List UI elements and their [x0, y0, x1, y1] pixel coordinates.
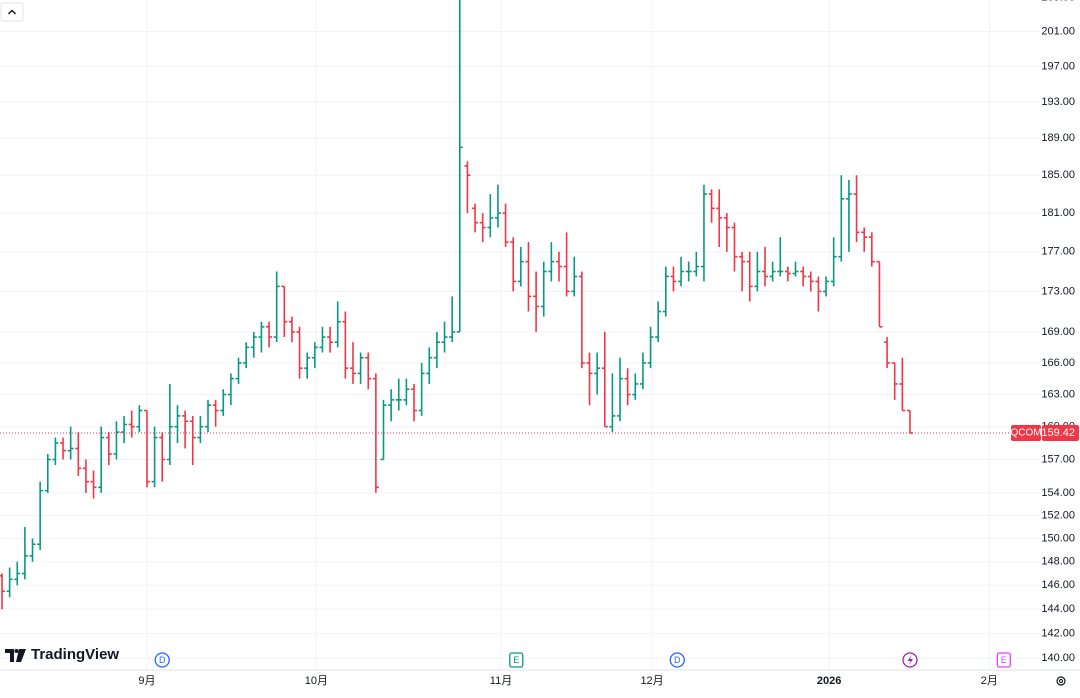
- y-tick-label: 146.00: [1041, 579, 1075, 591]
- event-marker[interactable]: D: [154, 652, 170, 668]
- event-label: E: [513, 655, 519, 665]
- event-label: E: [1001, 655, 1007, 665]
- event-badge: [154, 652, 170, 668]
- event-icon[interactable]: [902, 652, 918, 668]
- y-tick-label: 157.00: [1041, 453, 1075, 465]
- x-tick-label: 11月: [490, 675, 512, 687]
- y-tick-label: 189.00: [1041, 132, 1075, 144]
- event-label: D: [159, 655, 166, 665]
- collapse-button[interactable]: [0, 2, 24, 22]
- y-tick-label: 197.00: [1041, 60, 1075, 72]
- y-tick-label: 144.00: [1041, 603, 1075, 615]
- event-marker[interactable]: E: [996, 652, 1011, 668]
- y-tick-label: 148.00: [1041, 556, 1075, 568]
- y-tick-label: 163.00: [1041, 388, 1075, 400]
- brand-name: TradingView: [31, 646, 119, 663]
- price-badge: [1042, 424, 1079, 441]
- y-tick-label: 201.00: [1041, 25, 1075, 37]
- y-tick-label: 166.00: [1041, 357, 1075, 369]
- x-tick-label: 10月: [305, 675, 328, 687]
- y-tick-label: 142.00: [1041, 627, 1075, 639]
- event-badge: [509, 652, 524, 668]
- event-label: D: [674, 655, 681, 665]
- x-tick-label: 9月: [138, 675, 155, 687]
- x-tick-label: 2月: [981, 675, 998, 687]
- y-tick-label: 150.00: [1041, 532, 1075, 544]
- bars: [0, 0, 913, 610]
- y-tick-label: 152.00: [1041, 509, 1075, 521]
- event-badge: [996, 652, 1011, 668]
- grid: [0, 0, 1040, 670]
- brand-logo[interactable]: TradingView: [5, 646, 119, 663]
- price-label: 159.42: [1041, 427, 1075, 439]
- symbol-badge: [1011, 424, 1041, 441]
- symbol-label: QCOM: [1010, 428, 1041, 439]
- y-tick-label: 205.00: [1041, 0, 1075, 3]
- event-marker[interactable]: E: [509, 652, 524, 668]
- y-tick-label: 177.00: [1041, 246, 1075, 258]
- y-tick-label: 185.00: [1041, 169, 1075, 181]
- y-tick-label: 193.00: [1041, 96, 1075, 108]
- x-tick-label: 12月: [640, 675, 663, 687]
- event-badge: [669, 652, 685, 668]
- y-tick-label: 181.00: [1041, 207, 1075, 219]
- y-tick-label: 173.00: [1041, 285, 1075, 297]
- y-tick-label: 140.00: [1041, 652, 1075, 664]
- settings-button[interactable]: [1056, 676, 1066, 686]
- event-marker[interactable]: D: [669, 652, 685, 668]
- x-tick-label: 2026: [817, 675, 841, 687]
- y-tick-label: 169.00: [1041, 326, 1075, 338]
- y-tick-label: 154.00: [1041, 487, 1075, 499]
